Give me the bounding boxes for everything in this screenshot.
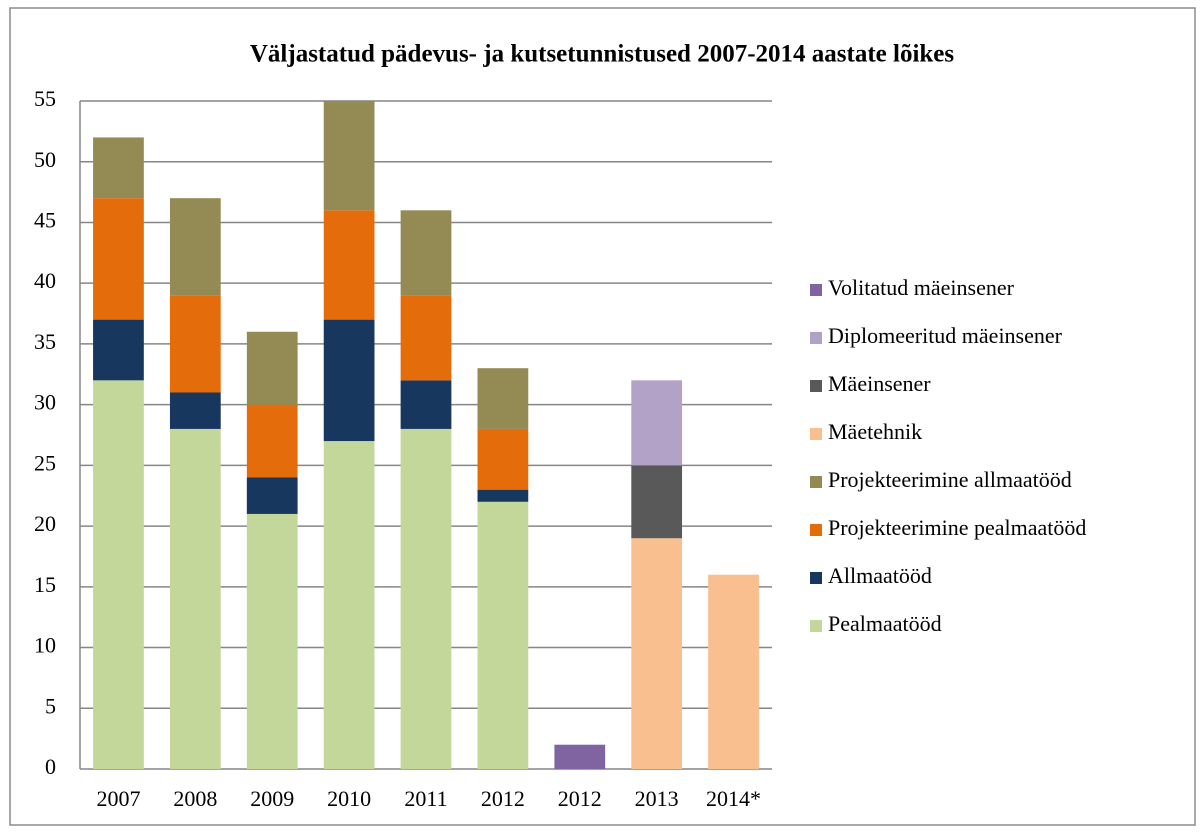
bar-segment (631, 538, 683, 769)
bar-segment (400, 380, 452, 429)
y-tick-label: 45 (34, 208, 56, 233)
bar-segment (323, 319, 375, 442)
legend-label: Diplomeeritud mäeinsener (828, 323, 1063, 348)
bar-segment (246, 513, 298, 769)
y-tick-label: 5 (45, 693, 56, 718)
y-tick-label: 30 (34, 390, 56, 415)
x-tick-label: 2007 (96, 786, 140, 811)
bar-segment (554, 744, 606, 769)
legend-swatch (810, 380, 822, 392)
x-tick-label: 2008 (173, 786, 217, 811)
bar-segment (246, 404, 298, 478)
bar-segment (93, 380, 144, 769)
x-tick-label: 2009 (250, 786, 294, 811)
legend-swatch (810, 428, 822, 440)
legend-swatch (810, 284, 822, 296)
x-tick-label: 2012 (558, 786, 602, 811)
y-tick-label: 35 (34, 329, 56, 354)
bar-segment (93, 137, 144, 199)
y-tick-label: 40 (34, 268, 56, 293)
bar-segment (323, 210, 375, 320)
legend-label: Mäeinsener (828, 371, 931, 396)
legend-swatch (810, 620, 822, 632)
legend-label: Projekteerimine allmaatööd (828, 467, 1072, 492)
y-tick-label: 15 (34, 572, 56, 597)
bar-segment (169, 295, 221, 393)
legend-label: Pealmaatööd (828, 611, 942, 636)
y-tick-label: 50 (34, 147, 56, 172)
x-tick-label: 2014* (706, 786, 761, 811)
chart-title: Väljastatud pädevus- ja kutsetunnistused… (250, 41, 955, 68)
bar-segment (477, 489, 529, 502)
legend-label: Projekteerimine pealmaatööd (828, 515, 1086, 540)
bar-segment (323, 101, 375, 211)
legend-swatch (810, 332, 822, 344)
x-tick-label: 2010 (327, 786, 371, 811)
y-tick-label: 55 (34, 86, 56, 111)
legend-label: Mäetehnik (828, 419, 922, 444)
y-tick-label: 25 (34, 450, 56, 475)
bar-segment (400, 428, 452, 769)
y-tick-label: 10 (34, 633, 56, 658)
bar-segment (708, 574, 759, 769)
bar-segment (246, 331, 298, 405)
bar-segment (477, 501, 529, 769)
legend-label: Allmaatööd (828, 563, 932, 588)
legend-swatch (810, 476, 822, 488)
legend-swatch (810, 572, 822, 584)
y-tick-label: 0 (45, 754, 56, 779)
legend-swatch (810, 524, 822, 536)
bar-segment (400, 295, 452, 381)
bar-segment (93, 198, 144, 320)
bar-segment (477, 368, 529, 429)
bar-segment (400, 210, 452, 296)
bar-segment (631, 465, 683, 539)
y-tick-label: 20 (34, 511, 56, 536)
x-tick-label: 2012 (481, 786, 525, 811)
bar-segment (631, 380, 683, 466)
legend-label: Volitatud mäeinsener (828, 275, 1015, 300)
x-tick-label: 2013 (635, 786, 679, 811)
bar-segment (169, 198, 221, 296)
bar-segment (169, 392, 221, 429)
bar-segment (93, 319, 144, 381)
bar-segment (477, 428, 529, 490)
bar-segment (246, 477, 298, 514)
bar-segment (169, 428, 221, 769)
bar-segment (323, 441, 375, 769)
x-tick-label: 2011 (404, 786, 447, 811)
